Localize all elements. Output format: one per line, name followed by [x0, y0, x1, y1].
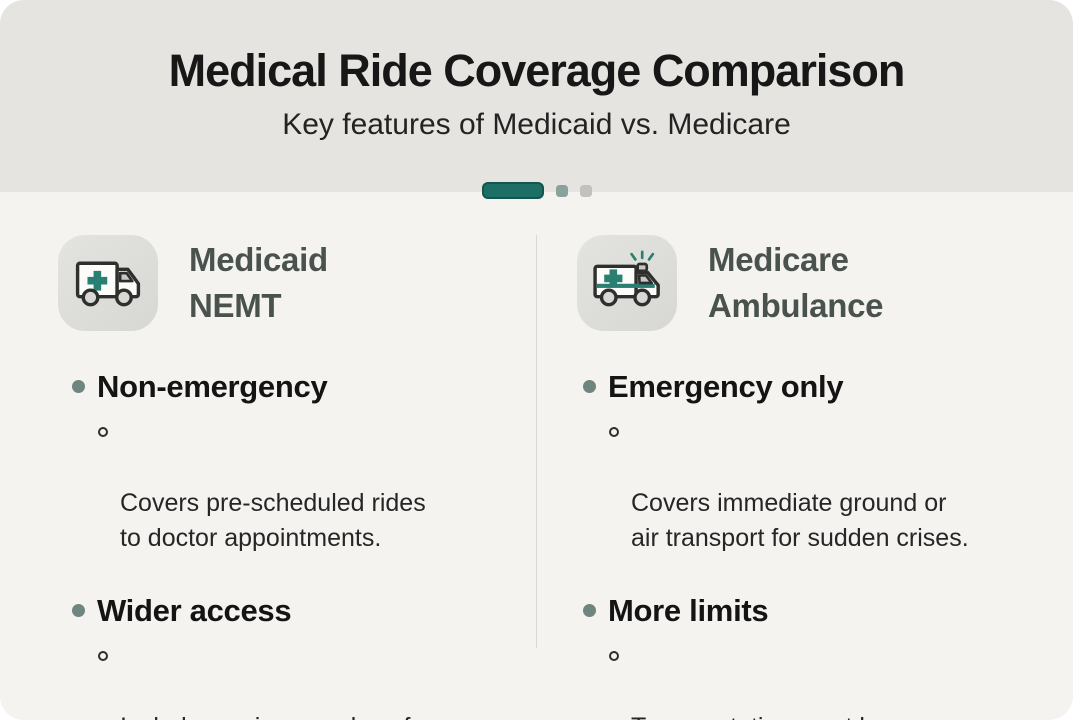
sub-bullet-icon — [98, 651, 108, 661]
feature-title-text: Wider access — [97, 593, 292, 628]
feature-title: More limits — [583, 593, 1057, 629]
header: Medical Ride Coverage Comparison Key fea… — [0, 0, 1073, 199]
carousel-dot-3[interactable] — [579, 184, 592, 197]
sub-bullet-icon — [609, 427, 619, 437]
feature-item: Non-emergency Covers pre-scheduled rides… — [72, 369, 524, 556]
sub-bullet-icon — [98, 427, 108, 437]
feature-item: Emergency only Covers immediate ground o… — [583, 369, 1057, 556]
carousel-dot-2[interactable] — [555, 184, 568, 197]
feature-item: More limits Transportation must be medic… — [583, 593, 1057, 720]
medicare-column-header: Medicare Ambulance — [577, 235, 1057, 331]
feature-detail: Transportation must be medically necessa… — [583, 640, 1057, 720]
medicare-column: Medicare Ambulance Emergency only Covers… — [537, 235, 1073, 720]
feature-title-text: Non-emergency — [97, 369, 328, 404]
feature-title-text: More limits — [608, 593, 769, 628]
feature-detail: Covers pre-scheduled rides to doctor app… — [72, 416, 524, 556]
feature-item: Wider access Includes various modes of t… — [72, 593, 524, 720]
feature-title: Non-emergency — [72, 369, 524, 405]
ambulance-icon — [577, 235, 677, 331]
feature-detail-text: Covers pre-scheduled rides to doctor app… — [120, 489, 426, 552]
bullet-icon — [72, 604, 85, 617]
feature-title: Emergency only — [583, 369, 1057, 405]
feature-detail-text: Includes various modes of transport depe… — [120, 713, 438, 720]
medicaid-feature-list: Non-emergency Covers pre-scheduled rides… — [58, 369, 524, 720]
bullet-icon — [583, 604, 596, 617]
bullet-icon — [72, 380, 85, 393]
feature-title: Wider access — [72, 593, 524, 629]
medicaid-column: Medicaid NEMT Non-emergency Covers pre-s… — [0, 235, 536, 720]
medicaid-column-heading: Medicaid NEMT — [189, 241, 328, 324]
page-subtitle: Key features of Medicaid vs. Medicare — [282, 108, 791, 141]
column-divider — [536, 235, 537, 648]
carousel-indicator — [481, 182, 592, 199]
feature-title-text: Emergency only — [608, 369, 844, 404]
medicare-column-heading: Medicare Ambulance — [708, 241, 884, 324]
feature-detail: Covers immediate ground or air transport… — [583, 416, 1057, 556]
comparison-body: Medicaid NEMT Non-emergency Covers pre-s… — [0, 192, 1073, 720]
medicare-feature-list: Emergency only Covers immediate ground o… — [577, 369, 1057, 720]
page-title: Medical Ride Coverage Comparison — [168, 45, 906, 96]
feature-detail: Includes various modes of transport depe… — [72, 640, 524, 720]
bullet-icon — [583, 380, 596, 393]
sub-bullet-icon — [609, 651, 619, 661]
carousel-dot-active[interactable] — [481, 182, 544, 199]
medicaid-column-header: Medicaid NEMT — [58, 235, 524, 331]
feature-detail-text: Transportation must be medically necessa… — [631, 713, 969, 720]
feature-detail-text: Covers immediate ground or air transport… — [631, 489, 969, 552]
nemt-truck-icon — [58, 235, 158, 331]
